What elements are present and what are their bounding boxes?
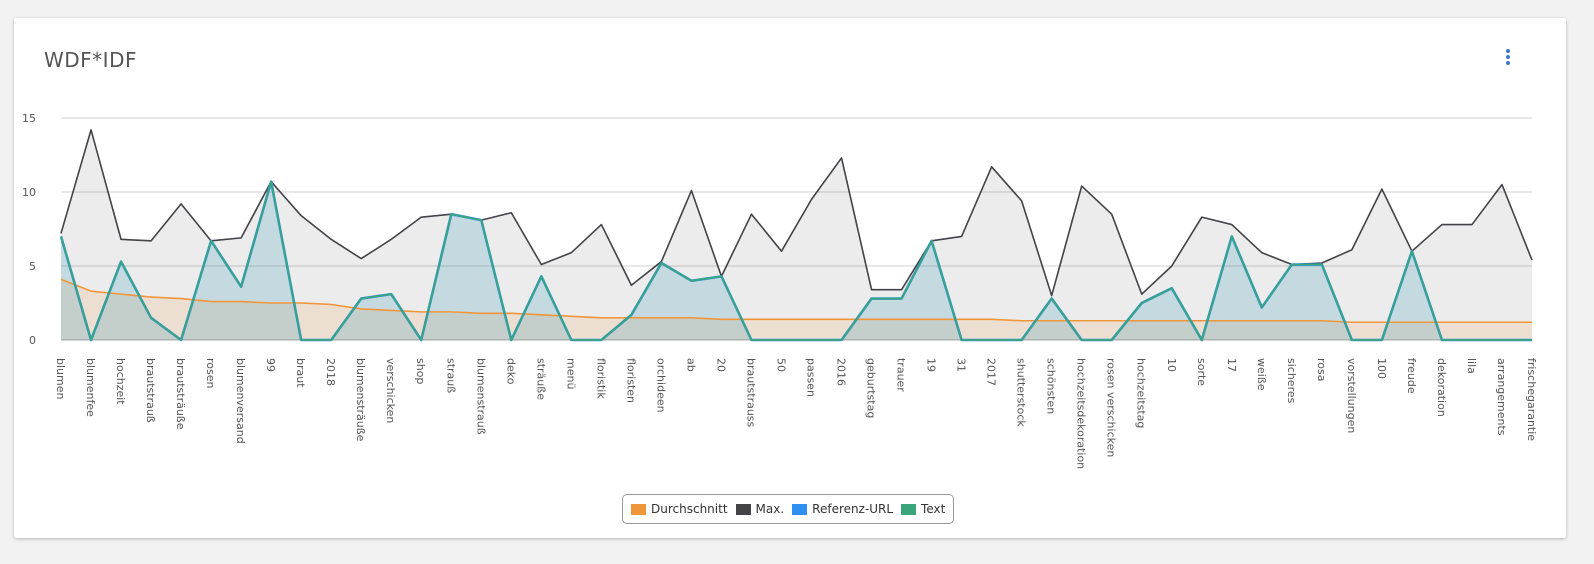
x-tick-label: braut — [294, 358, 307, 388]
x-tick-label: strauß — [444, 358, 457, 393]
x-tick-label: freude — [1405, 358, 1418, 394]
x-tick-label: 2016 — [835, 358, 848, 386]
x-tick-label: blumen — [54, 358, 67, 399]
more-options-icon[interactable] — [1500, 44, 1516, 70]
legend-item-text[interactable]: Text — [901, 502, 945, 516]
legend-label: Max. — [755, 502, 785, 516]
x-tick-label: 2018 — [324, 358, 337, 386]
x-tick-label: 99 — [264, 358, 277, 372]
legend-swatch — [735, 503, 751, 515]
x-tick-label: weiße — [1255, 358, 1268, 391]
legend-item-max[interactable]: Max. — [735, 502, 785, 516]
x-tick-label: trauer — [895, 358, 908, 392]
y-tick-label: 10 — [22, 186, 36, 199]
x-tick-label: hochzeit — [114, 358, 127, 405]
legend-swatch — [631, 503, 646, 515]
x-tick-label: 50 — [774, 358, 787, 372]
legend-swatch — [792, 503, 808, 515]
x-tick-label: sicheres — [1285, 358, 1298, 404]
x-tick-label: 17 — [1225, 358, 1238, 372]
x-tick-label: hochzeitstag — [1135, 358, 1148, 428]
line-text — [60, 180, 1532, 341]
chart-legend: Durchschnitt Max. Referenz-URL Text — [622, 494, 955, 524]
x-tick-label: orchideen — [654, 358, 667, 413]
x-tick-label: lila — [1465, 358, 1478, 374]
x-tick-label: ab — [684, 358, 697, 372]
x-tick-label: hochzeitsdekoration — [1075, 358, 1088, 469]
y-tick-label: 15 — [22, 112, 36, 125]
x-tick-label: 19 — [925, 358, 938, 372]
line-durchschnitt — [60, 278, 1532, 324]
x-tick-label: menü — [564, 358, 577, 389]
x-tick-label: floristik — [594, 358, 607, 399]
x-tick-label: blumenversand — [234, 358, 247, 444]
x-tick-label: rosen — [204, 358, 217, 389]
x-tick-label: schönsten — [1045, 358, 1058, 414]
line-max- — [60, 129, 1533, 297]
x-tick-label: arrangements — [1495, 358, 1508, 436]
x-tick-label: 100 — [1375, 358, 1388, 379]
area-referenz-url — [61, 181, 1532, 340]
x-tick-label: dekoration — [1435, 358, 1448, 417]
x-tick-label: blumensträuße — [354, 358, 367, 442]
x-tick-label: shop — [414, 358, 427, 384]
x-tick-label: deko — [504, 358, 517, 385]
x-tick-label: 2017 — [985, 358, 998, 386]
x-tick-label: geburtstag — [865, 358, 878, 418]
x-tick-label: rosa — [1315, 358, 1328, 381]
area-text — [61, 181, 1532, 340]
x-tick-label: brautstrauß — [144, 358, 157, 423]
y-tick-label: 5 — [29, 260, 36, 273]
x-tick-label: brautstrauss — [744, 358, 757, 428]
x-tick-label: 10 — [1165, 358, 1178, 372]
x-tick-label: floristen — [624, 358, 637, 403]
x-tick-label: blumenstrauß — [474, 358, 487, 435]
x-tick-label: rosen verschicken — [1105, 358, 1118, 457]
chart-card: WDF*IDF 0 5 10 15 blumen blumenfee hochzeit br… — [14, 18, 1566, 538]
y-tick-label: 0 — [29, 334, 36, 347]
card-title: WDF*IDF — [44, 48, 137, 72]
legend-label: Text — [921, 502, 946, 516]
legend-item-durchschnitt[interactable]: Durchschnitt — [631, 502, 728, 516]
legend-item-referenz-url[interactable]: Referenz-URL — [792, 502, 893, 516]
x-tick-label: vorstellungen — [1345, 358, 1358, 433]
x-tick-label: sträuße — [534, 358, 547, 400]
x-tick-label: sorte — [1195, 358, 1208, 386]
x-tick-label: passen — [805, 358, 818, 397]
x-tick-label: frischegarantie — [1525, 358, 1538, 441]
legend-label: Durchschnitt — [651, 502, 728, 516]
x-tick-label: blumenfee — [84, 358, 97, 417]
x-tick-label: shutterstock — [1015, 358, 1028, 427]
legend-label: Referenz-URL — [812, 502, 894, 516]
x-tick-label: 20 — [714, 358, 727, 372]
x-tick-label: verschicken — [384, 358, 397, 423]
x-tick-label: 31 — [955, 358, 968, 372]
x-tick-label: brautsträuße — [174, 358, 187, 430]
area-durchschnitt — [61, 279, 1532, 340]
area-max- — [61, 129, 1532, 340]
legend-swatch — [901, 503, 917, 515]
